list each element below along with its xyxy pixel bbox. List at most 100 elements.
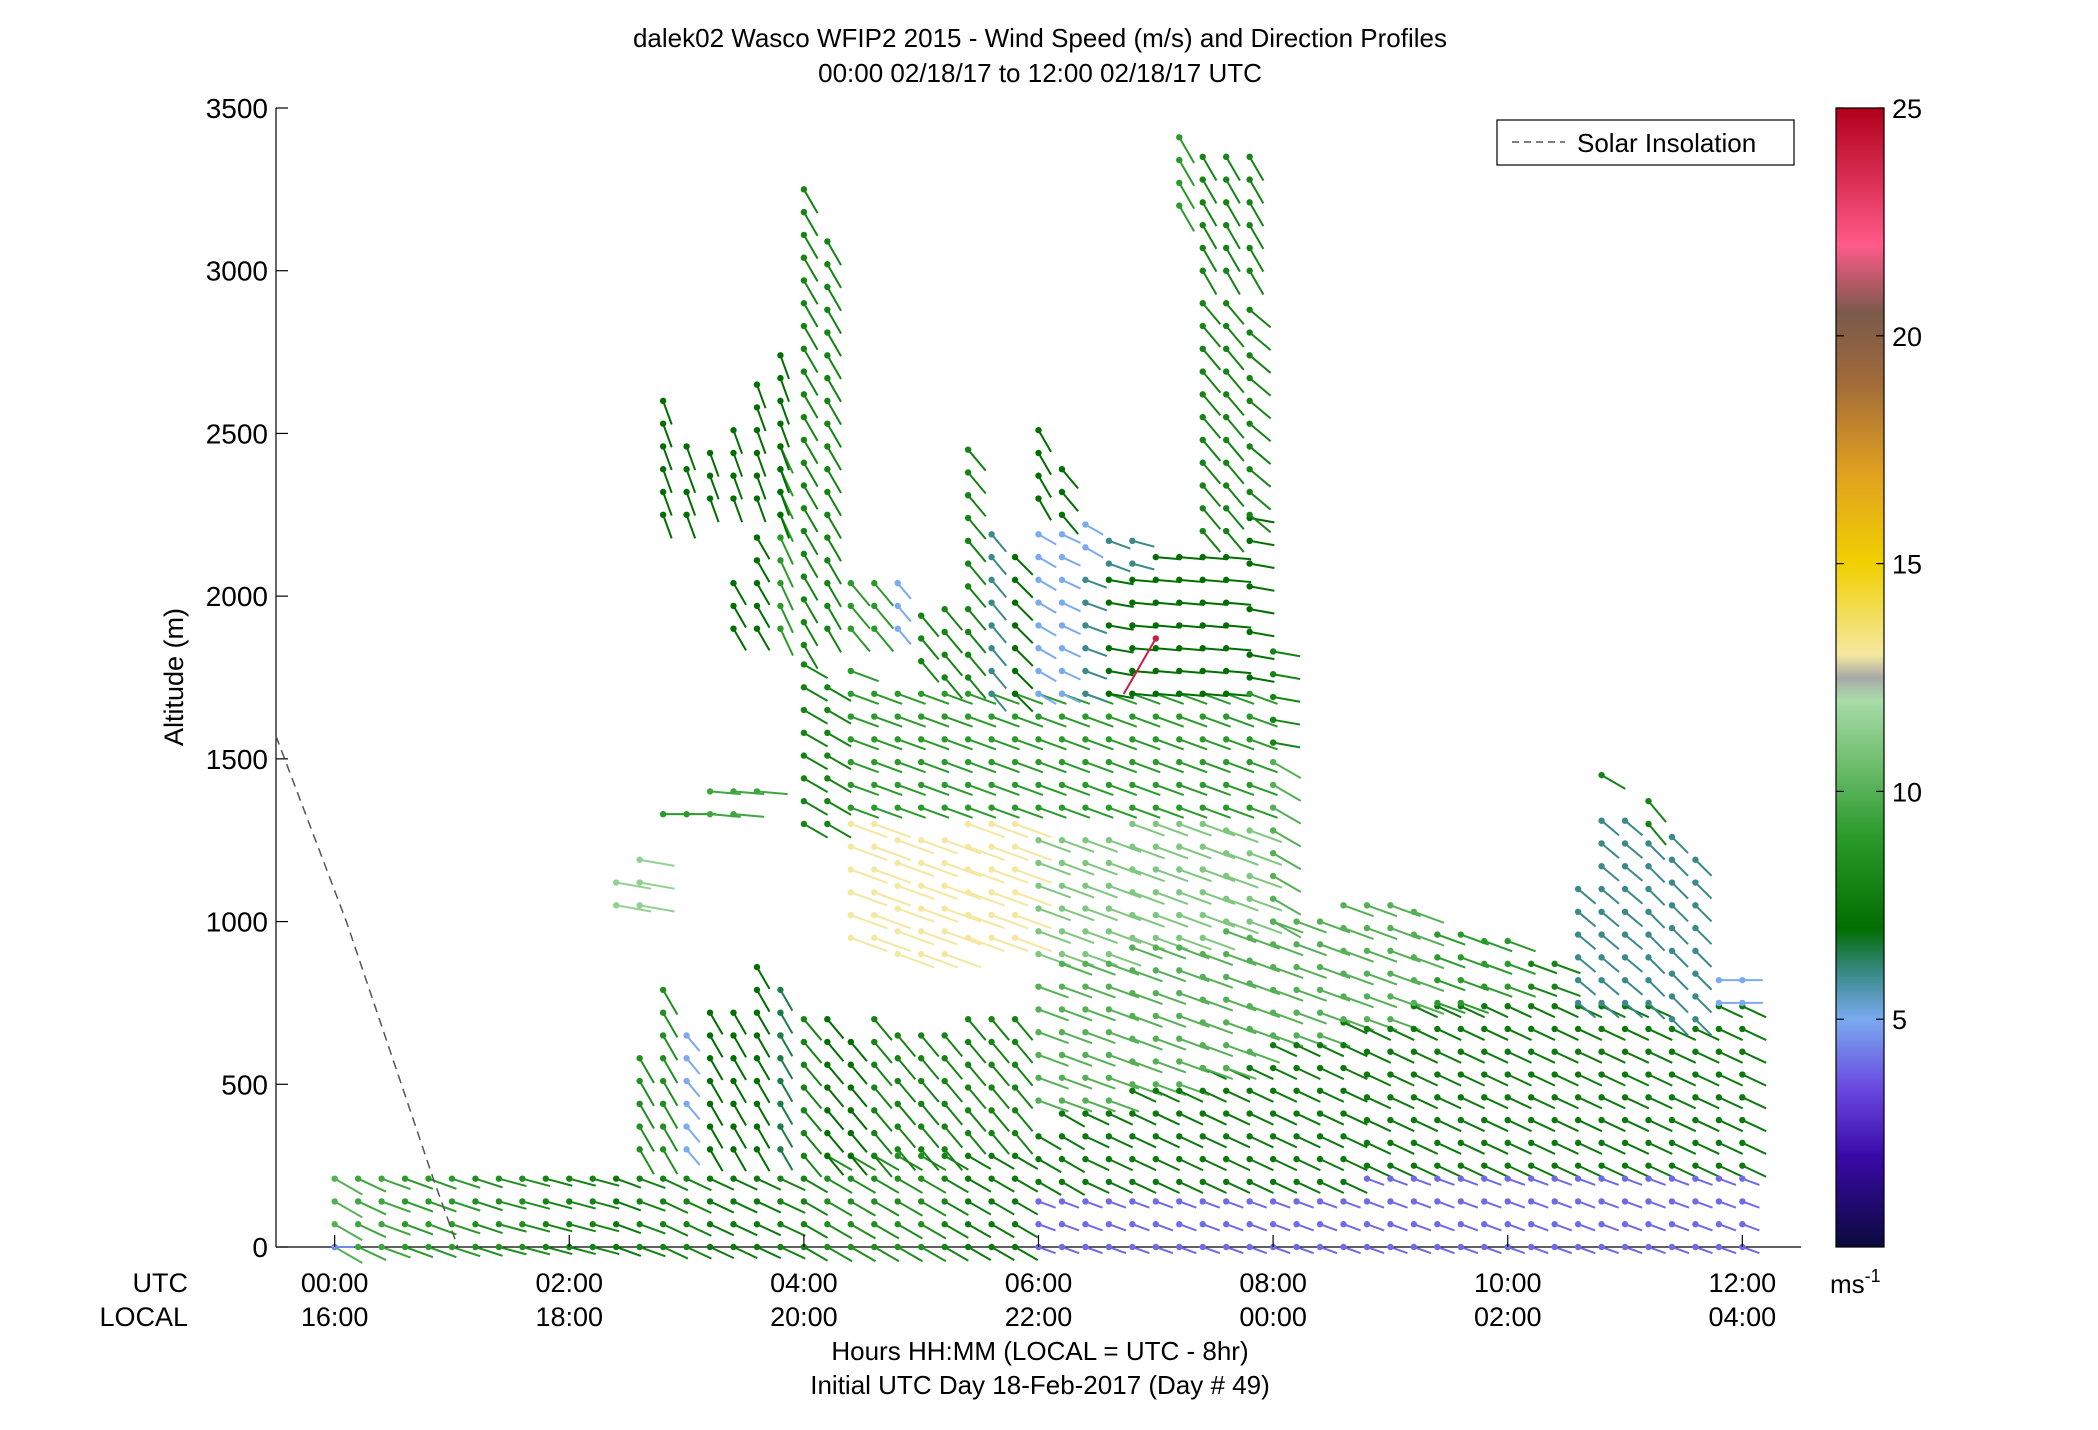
wind-barb-863 [1249,897,1283,912]
wind-barb-518 [1038,715,1067,728]
wind-barb-1014 [1413,1141,1439,1155]
wind-barb-805 [1225,1067,1257,1080]
wind-barb-549 [1061,884,1095,899]
wind-barb-205 [803,754,829,771]
wind-barb-99 [685,468,697,494]
wind-barb-dot-217 [800,482,808,489]
wind-barb-dot-265 [824,283,831,291]
wind-barb-217 [803,484,819,510]
wind-barb-dot-869 [1246,758,1253,766]
wind-barb-dot-495 [1011,553,1019,561]
y-tick-label-3: 1500 [206,744,268,775]
wind-barb-722 [1178,936,1212,951]
wind-barb-dot-215 [800,527,808,535]
wind-barb-dot-242 [824,1016,831,1023]
wind-barb-dot-541 [1058,1051,1066,1059]
wind-barb-356 [920,1080,940,1103]
wind-barb-577 [1085,1076,1116,1090]
wind-barb-345 [896,628,912,646]
wind-barb-dot-1165 [1621,1048,1629,1055]
wind-barb-dot-1044 [1457,1198,1465,1205]
wind-barb-dot-112 [706,810,714,818]
wind-barb-dot-435 [988,1243,995,1251]
wind-barb-dot-16 [401,1175,409,1182]
wind-barb-482 [1014,823,1052,839]
wind-barb-1216 [1671,881,1689,900]
wind-barb-621 [1108,862,1142,876]
wind-barb-212 [803,598,819,624]
wind-barb-dot-620 [1105,882,1113,889]
wind-barb-890 [1249,308,1272,329]
wind-barb-dot-739 [1176,576,1183,584]
wind-barb-93 [685,1080,701,1098]
wind-barb-1130 [1577,956,1597,973]
wind-barb-dot-852 [1246,1133,1253,1140]
wind-barb-dot-808 [1222,996,1230,1003]
wind-barb-711 [1178,1158,1204,1172]
wind-barb-dot-925 [1269,648,1277,655]
wind-barb-dot-433 [964,469,972,476]
wind-barb-828 [1226,578,1252,584]
wind-barb-1069 [1483,1005,1509,1019]
wind-barb-346 [896,605,912,623]
wind-barb-785 [1201,393,1222,417]
wind-barb-1169 [1624,979,1644,996]
wind-barb-dot-1089 [1527,1221,1535,1228]
wind-barb-dot-693 [1152,804,1160,811]
wind-barb-dot-941 [1293,918,1300,925]
wind-barb-dot-754 [1199,1064,1206,1072]
wind-barb-490 [1014,670,1034,690]
wind-barb-dot-56 [636,1221,643,1228]
wind-barb-dot-797 [1222,1221,1230,1228]
wind-barb-dot-701 [1152,645,1160,652]
wind-barb-365 [920,806,950,819]
wind-barb-971 [1343,972,1374,986]
wind-barb-dot-735 [1176,667,1183,675]
wind-barb-dot-134 [730,472,737,479]
wind-barb-33 [522,1246,551,1256]
wind-barb-511 [1038,884,1072,899]
wind-barb-dot-1140 [1598,1116,1605,1124]
wind-barb-322 [897,1246,923,1263]
wind-barb-dot-996 [1387,1162,1394,1169]
wind-barb-16 [404,1177,434,1190]
wind-barb-128 [733,813,765,818]
wind-barb-133 [732,498,744,523]
wind-barb-159 [756,429,767,455]
wind-barb-dot-866 [1246,827,1253,834]
wind-barb-dot-838 [1222,345,1230,353]
wind-barb-139 [756,1200,782,1214]
wind-barb-1217 [1671,859,1689,877]
wind-barb-291 [850,670,880,683]
wind-barb-1197 [1647,823,1667,846]
wind-barb-691 [1155,845,1189,860]
wind-barb-dot-752 [1199,1087,1206,1094]
wind-barb-dot-228 [800,231,808,239]
wind-barb-dot-380 [941,1123,948,1130]
wind-barb-546 [1061,953,1095,967]
wind-barb-34 [522,1223,551,1233]
wind-barb-dot-778 [1199,553,1206,561]
wind-barb-461 [990,624,1007,644]
wind-barb-1001 [1390,1050,1415,1064]
x-tick-label-local-3: 22:00 [1005,1302,1073,1332]
wind-barb-dot-463 [988,576,995,584]
wind-barb-1123 [1577,1096,1603,1110]
wind-barb-dot-1030 [1434,1162,1441,1169]
wind-barb-339 [897,806,926,819]
wind-barb-dot-960 [1340,1198,1347,1205]
wind-barb-1034 [1436,1073,1462,1087]
wind-barb-dot-1251 [1715,976,1723,984]
wind-barb-256 [826,491,842,517]
wind-barb-425 [967,654,987,677]
wind-barb-dot-809 [1222,973,1230,981]
wind-barb-dot-421 [964,736,972,743]
wind-barb-241 [826,1041,845,1062]
wind-barb-566 [1061,514,1079,535]
wind-barb-1100 [1530,985,1558,997]
wind-barb-675 [1155,1181,1181,1194]
wind-barb-41 [569,1246,596,1256]
wind-barb-dot-940 [1293,941,1300,948]
wind-barb-439 [991,1155,1015,1170]
wind-barb-123 [732,1103,747,1127]
